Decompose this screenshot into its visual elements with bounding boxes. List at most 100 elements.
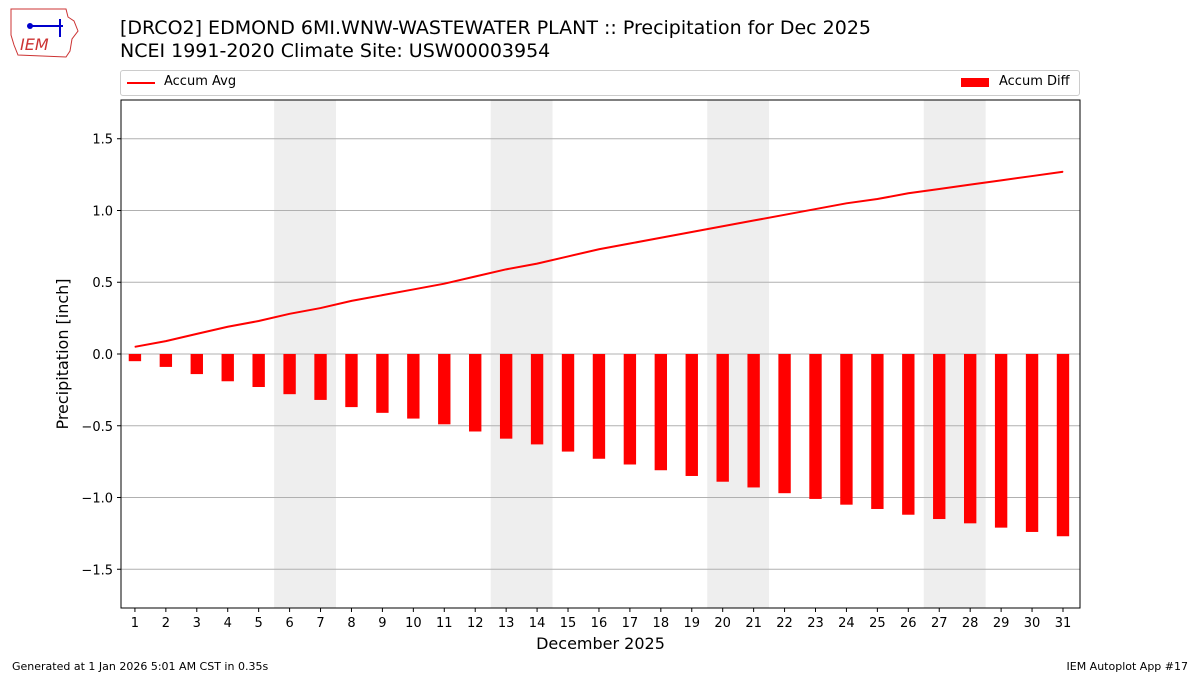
point-accum-avg-day-31 xyxy=(1062,171,1064,173)
x-tick-label: 14 xyxy=(529,616,546,631)
point-accum-avg-day-26 xyxy=(907,192,909,194)
bar-accum-diff-day-8 xyxy=(345,354,358,408)
line-accum-avg xyxy=(134,170,1064,348)
bar-accum-diff-day-5 xyxy=(252,354,265,388)
legend-label-accum-avg: Accum Avg xyxy=(164,74,237,89)
bar-accum-diff-day-15 xyxy=(561,354,575,452)
x-tick-label: 12 xyxy=(467,616,484,631)
point-accum-avg-day-8 xyxy=(350,300,352,302)
x-tick-label: 15 xyxy=(560,616,577,631)
bar-accum-diff-day-6 xyxy=(283,354,296,395)
x-tick-label: 21 xyxy=(745,616,762,631)
point-accum-avg-day-14 xyxy=(536,263,538,265)
x-tick-label: 23 xyxy=(807,616,824,631)
plot-frame xyxy=(120,99,1081,609)
footer-app: IEM Autoplot App #17 xyxy=(1066,660,1189,673)
point-accum-avg-day-23 xyxy=(815,208,817,210)
x-tick-label: 7 xyxy=(316,616,324,631)
bar-accum-diff-day-11 xyxy=(438,354,451,425)
bar-accum-diff-day-19 xyxy=(685,354,698,476)
x-tick-label: 13 xyxy=(498,616,515,631)
x-tick-label: 28 xyxy=(962,616,979,631)
point-accum-avg-day-18 xyxy=(660,237,662,239)
bar-accum-diff-day-16 xyxy=(592,354,606,459)
bar-accum-diff-day-31 xyxy=(1056,354,1070,537)
point-accum-avg-day-3 xyxy=(196,333,198,335)
x-tick-label: 24 xyxy=(838,616,855,631)
x-tick-label: 29 xyxy=(993,616,1010,631)
point-accum-avg-day-10 xyxy=(412,288,414,290)
bar-accum-diff-day-22 xyxy=(778,354,791,494)
bar-accum-diff-day-27 xyxy=(933,354,946,520)
x-tick-label: 8 xyxy=(347,616,355,631)
point-accum-avg-day-11 xyxy=(443,283,445,285)
bar-accum-diff-day-26 xyxy=(902,354,915,515)
bar-accum-diff-day-9 xyxy=(376,354,389,413)
x-tick-label: 3 xyxy=(193,616,201,631)
point-accum-avg-day-2 xyxy=(165,340,167,342)
y-tick-label: 0.5 xyxy=(92,276,113,291)
x-tick-label: 26 xyxy=(900,616,917,631)
x-tick-label: 19 xyxy=(683,616,700,631)
bar-accum-diff-day-10 xyxy=(407,354,420,419)
x-tick-label: 5 xyxy=(255,616,263,631)
iem-logo: IEM xyxy=(10,8,79,58)
bar-accum-diff-day-14 xyxy=(530,354,544,445)
bar-accum-diff-day-3 xyxy=(190,354,203,375)
bar-accum-diff-day-21 xyxy=(747,354,760,488)
point-accum-avg-day-16 xyxy=(598,248,600,250)
point-accum-avg-day-29 xyxy=(1000,179,1002,181)
x-tick-label: 30 xyxy=(1024,616,1041,631)
point-accum-avg-day-12 xyxy=(474,276,476,278)
y-tick-label: 0.0 xyxy=(92,348,113,363)
point-accum-avg-day-5 xyxy=(258,320,260,322)
bar-accum-diff-day-1 xyxy=(128,354,142,362)
x-tick-label: 22 xyxy=(776,616,793,631)
point-accum-avg-day-21 xyxy=(753,220,755,222)
point-accum-avg-day-24 xyxy=(845,202,847,204)
x-tick-label: 6 xyxy=(285,616,293,631)
bar-accum-diff-day-30 xyxy=(1025,354,1039,532)
x-tick-label: 17 xyxy=(622,616,639,631)
x-tick-label: 31 xyxy=(1055,616,1072,631)
y-axis-label: Precipitation [inch] xyxy=(53,278,72,429)
bar-accum-diff-day-4 xyxy=(221,354,234,382)
bar-accum-diff-day-28 xyxy=(963,354,977,524)
x-tick-label: 25 xyxy=(869,616,886,631)
point-accum-avg-day-7 xyxy=(320,307,322,309)
y-tick-label: −1.5 xyxy=(81,563,113,578)
point-accum-avg-day-17 xyxy=(629,243,631,245)
x-tick-label: 10 xyxy=(405,616,422,631)
bar-accum-diff-day-20 xyxy=(716,354,729,482)
point-accum-avg-day-25 xyxy=(876,198,878,200)
x-tick-label: 20 xyxy=(714,616,731,631)
point-accum-avg-day-6 xyxy=(289,313,291,315)
legend-bar-swatch xyxy=(961,78,989,87)
bar-accum-diff-day-17 xyxy=(623,354,637,465)
point-accum-avg-day-19 xyxy=(691,231,693,233)
x-tick-label: 1 xyxy=(131,616,139,631)
x-tick-label: 16 xyxy=(591,616,608,631)
bar-accum-diff-day-25 xyxy=(871,354,884,509)
x-tick-label: 18 xyxy=(653,616,670,631)
point-accum-avg-day-28 xyxy=(969,184,971,186)
weekend-shading xyxy=(923,100,986,608)
y-tick-label: −1.0 xyxy=(81,492,113,507)
legend-label-accum-diff: Accum Diff xyxy=(999,74,1070,89)
y-tick-label: 1.0 xyxy=(92,204,113,219)
bar-accum-diff-day-24 xyxy=(840,354,853,505)
point-accum-avg-day-1 xyxy=(134,346,136,348)
x-tick-label: 11 xyxy=(436,616,453,631)
weekend-shading xyxy=(707,100,770,608)
point-accum-avg-day-4 xyxy=(227,326,229,328)
weekend-shading xyxy=(274,100,337,608)
chart-subtitle: NCEI 1991-2020 Climate Site: USW00003954 xyxy=(120,40,551,62)
point-accum-avg-day-30 xyxy=(1031,175,1033,177)
x-tick-label: 4 xyxy=(224,616,232,631)
footer-generated: Generated at 1 Jan 2026 5:01 AM CST in 0… xyxy=(12,660,269,673)
bar-accum-diff-day-13 xyxy=(499,354,513,439)
y-tick-label: −0.5 xyxy=(81,420,113,435)
legend: Accum Avg Accum Diff xyxy=(120,70,1080,96)
x-tick-label: 27 xyxy=(931,616,948,631)
